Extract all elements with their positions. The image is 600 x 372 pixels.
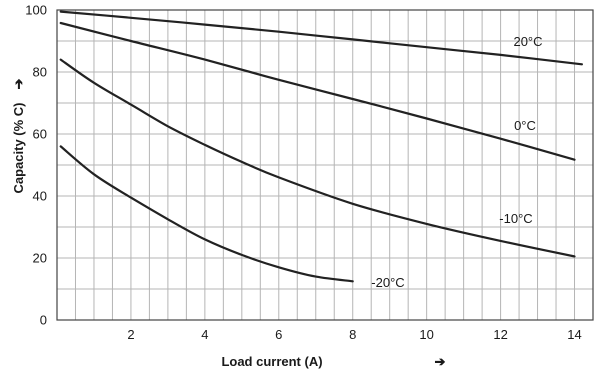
y-axis-title: Capacity (% C) — [11, 102, 26, 193]
x-tick-label: 4 — [201, 327, 208, 342]
series-line-1 — [59, 10, 583, 66]
series-label-1: 20°C — [513, 34, 542, 49]
grid-lines — [57, 10, 593, 320]
x-axis-title: Load current (A) — [221, 354, 322, 369]
x-tick-label: 6 — [275, 327, 282, 342]
y-tick-label: 20 — [33, 251, 47, 266]
x-tick-label: 12 — [493, 327, 507, 342]
series-group — [59, 10, 583, 283]
series-label-3: -10°C — [499, 211, 532, 226]
x-tick-label: 10 — [419, 327, 433, 342]
y-tick-label: 0 — [40, 313, 47, 328]
series-line-2 — [59, 21, 576, 161]
series-labels: 20°C 0°C -10°C -20°C — [371, 34, 542, 290]
x-tick-label: 8 — [349, 327, 356, 342]
y-axis-arrow: ➔ — [11, 78, 26, 89]
y-tick-label: 100 — [25, 3, 47, 18]
series-label-2: 0°C — [514, 118, 536, 133]
series-line-3 — [59, 58, 576, 258]
tick-labels: 2 4 6 8 10 12 14 0 20 40 60 80 100 — [25, 3, 581, 343]
y-tick-label: 60 — [33, 127, 47, 142]
x-tick-label: 2 — [127, 327, 134, 342]
y-tick-label: 40 — [33, 189, 47, 204]
y-tick-label: 80 — [33, 65, 47, 80]
series-line-4 — [59, 145, 354, 283]
x-axis-arrow: ➔ — [435, 354, 446, 369]
plot-frame — [56, 9, 594, 321]
series-label-4: -20°C — [371, 275, 404, 290]
x-tick-label: 14 — [567, 327, 581, 342]
